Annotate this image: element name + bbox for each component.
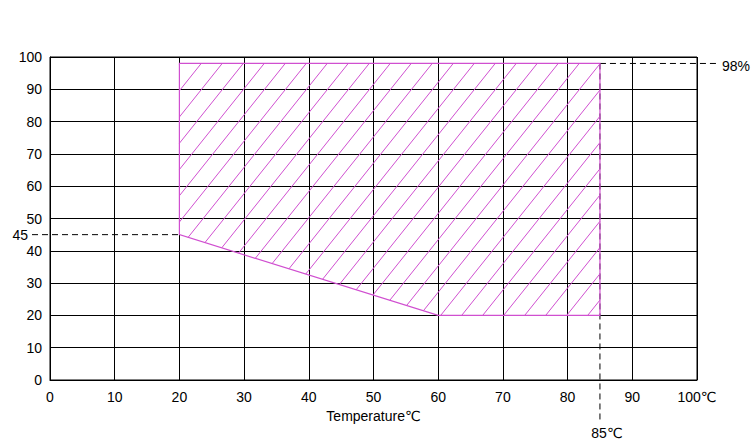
svg-text:60: 60 [26, 178, 42, 194]
svg-text:10: 10 [107, 389, 123, 405]
svg-text:100℃: 100℃ [677, 389, 716, 405]
svg-text:90: 90 [625, 389, 641, 405]
svg-text:40: 40 [301, 389, 317, 405]
svg-text:0: 0 [46, 389, 54, 405]
svg-text:85℃: 85℃ [591, 425, 622, 441]
svg-text:45: 45 [12, 227, 28, 243]
svg-text:40: 40 [26, 243, 42, 259]
svg-text:Temperature℃: Temperature℃ [326, 408, 420, 424]
svg-text:80: 80 [26, 114, 42, 130]
svg-text:30: 30 [26, 275, 42, 291]
svg-text:80: 80 [560, 389, 576, 405]
svg-text:20: 20 [26, 307, 42, 323]
svg-text:70: 70 [495, 389, 511, 405]
svg-text:30: 30 [236, 389, 252, 405]
svg-text:70: 70 [26, 146, 42, 162]
svg-text:0: 0 [34, 372, 42, 388]
svg-text:90: 90 [26, 81, 42, 97]
svg-text:60: 60 [430, 389, 446, 405]
svg-text:98%: 98% [722, 58, 750, 74]
svg-text:100: 100 [19, 49, 43, 65]
svg-text:50: 50 [26, 211, 42, 227]
svg-text:20: 20 [172, 389, 188, 405]
svg-text:10: 10 [26, 340, 42, 356]
svg-text:50: 50 [366, 389, 382, 405]
